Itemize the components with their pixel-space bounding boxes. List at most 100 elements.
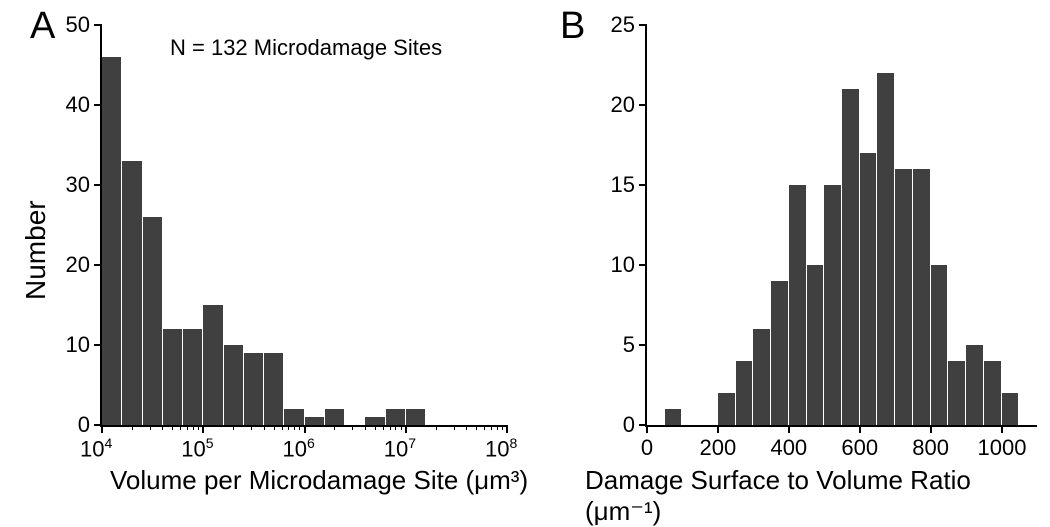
x-axis-label-b: Damage Surface to Volume Ratio (μm⁻¹) — [585, 465, 1050, 527]
x-tick-label: 0 — [623, 435, 671, 461]
x-minor-tick — [395, 425, 396, 430]
annotation-a: N = 132 Microdamage Sites — [170, 35, 442, 61]
y-tick — [639, 104, 647, 106]
x-minor-tick — [454, 425, 455, 430]
x-minor-tick — [150, 425, 151, 430]
panel-label-a: A — [30, 5, 55, 48]
x-tick-label: 200 — [694, 435, 742, 461]
x-minor-tick — [466, 425, 467, 430]
x-minor-tick — [233, 425, 234, 430]
y-axis-label: Number — [20, 200, 52, 300]
y-tick-label: 40 — [66, 92, 90, 118]
figure: Number A B 01020304050104105106107108 N … — [0, 0, 1050, 503]
y-tick-label: 10 — [611, 252, 635, 278]
x-minor-tick — [365, 425, 366, 430]
plot-b: 051015202502004006008001000 — [645, 25, 1037, 427]
bar — [860, 153, 877, 425]
x-tick — [646, 425, 648, 433]
x-tick — [859, 425, 861, 433]
bar — [842, 89, 859, 425]
x-tick-label: 105 — [181, 435, 213, 462]
x-minor-tick — [476, 425, 477, 430]
x-tick — [202, 425, 204, 433]
x-tick-label: 107 — [384, 435, 416, 462]
y-tick — [94, 264, 102, 266]
y-tick-label: 50 — [66, 12, 90, 38]
y-tick-label: 25 — [611, 12, 635, 38]
bar — [264, 353, 283, 425]
x-minor-tick — [484, 425, 485, 430]
x-tick-label: 108 — [485, 435, 517, 462]
x-minor-tick — [187, 425, 188, 430]
x-tick-label: 600 — [836, 435, 884, 461]
bar — [284, 409, 303, 425]
bar — [984, 361, 1001, 425]
x-minor-tick — [401, 425, 402, 430]
x-tick — [717, 425, 719, 433]
x-tick-label: 106 — [283, 435, 315, 462]
bar — [789, 185, 806, 425]
x-minor-tick — [299, 425, 300, 430]
y-tick — [639, 264, 647, 266]
bar — [122, 161, 141, 425]
bar — [948, 361, 965, 425]
x-minor-tick — [502, 425, 503, 430]
x-minor-tick — [334, 425, 335, 430]
y-tick-label: 20 — [611, 92, 635, 118]
x-minor-tick — [198, 425, 199, 430]
x-tick — [101, 425, 103, 433]
bar — [203, 305, 222, 425]
x-tick — [506, 425, 508, 433]
y-tick — [94, 184, 102, 186]
x-tick-label: 104 — [80, 435, 112, 462]
bar — [753, 329, 770, 425]
bar — [736, 361, 753, 425]
x-minor-tick — [288, 425, 289, 430]
x-minor-tick — [282, 425, 283, 430]
y-tick — [639, 344, 647, 346]
x-minor-tick — [390, 425, 391, 430]
bar — [163, 329, 182, 425]
bar — [931, 265, 948, 425]
bar — [224, 345, 243, 425]
x-minor-tick — [162, 425, 163, 430]
bar — [244, 353, 263, 425]
bar — [665, 409, 682, 425]
bar — [305, 417, 324, 425]
x-minor-tick — [352, 425, 353, 430]
x-minor-tick — [251, 425, 252, 430]
bar — [102, 57, 121, 425]
bar — [824, 185, 841, 425]
x-tick — [1001, 425, 1003, 433]
x-minor-tick — [294, 425, 295, 430]
bar — [406, 409, 425, 425]
x-minor-tick — [193, 425, 194, 430]
bar — [877, 73, 894, 425]
y-tick — [94, 344, 102, 346]
x-tick — [405, 425, 407, 433]
x-minor-tick — [491, 425, 492, 430]
bar — [966, 345, 983, 425]
y-tick — [639, 24, 647, 26]
x-tick — [788, 425, 790, 433]
x-axis-label-a: Volume per Microdamage Site (μm³) — [110, 465, 528, 496]
bar — [895, 169, 912, 425]
y-tick-label: 10 — [66, 332, 90, 358]
bar — [913, 169, 930, 425]
panel-label-b: B — [560, 5, 585, 48]
y-tick — [639, 184, 647, 186]
bar — [325, 409, 344, 425]
bar — [183, 329, 202, 425]
x-minor-tick — [132, 425, 133, 430]
y-tick-label: 30 — [66, 172, 90, 198]
y-tick — [94, 24, 102, 26]
x-tick — [304, 425, 306, 433]
y-tick-label: 20 — [66, 252, 90, 278]
x-minor-tick — [274, 425, 275, 430]
bar — [718, 393, 735, 425]
y-tick-label: 5 — [623, 332, 635, 358]
x-tick-label: 800 — [907, 435, 955, 461]
y-tick — [94, 104, 102, 106]
x-minor-tick — [172, 425, 173, 430]
x-minor-tick — [436, 425, 437, 430]
